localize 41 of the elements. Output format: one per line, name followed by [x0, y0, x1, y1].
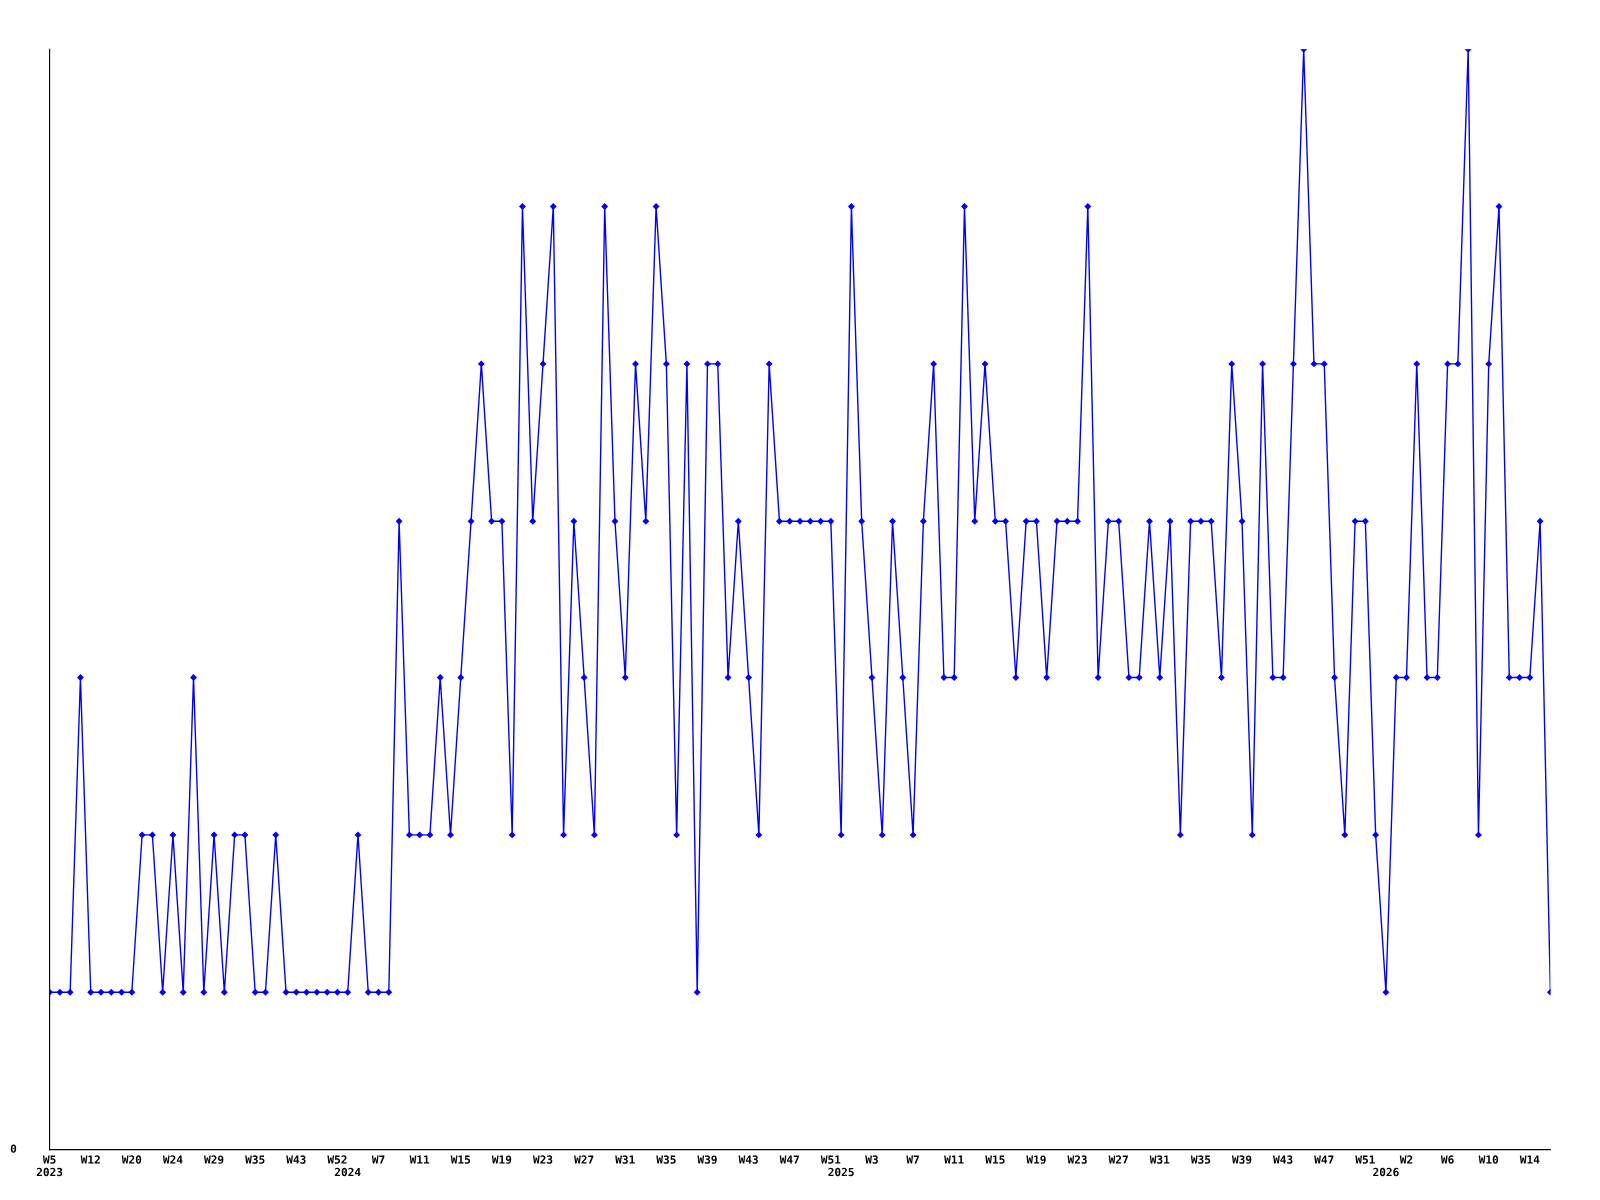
x-tick-label: W47: [1314, 1155, 1334, 1164]
x-tick-label: W2: [1399, 1155, 1413, 1164]
x-tick-label: W11: [409, 1155, 430, 1164]
x-tick-label: W29: [204, 1155, 224, 1164]
x-tick-label: W51: [1355, 1155, 1375, 1164]
x-tick-label: W35: [1190, 1155, 1211, 1164]
x-tick-label: W39: [697, 1155, 717, 1164]
x-tick-label: W35: [245, 1155, 265, 1164]
x-tick-label: W43: [738, 1155, 758, 1164]
x-tick-label: W27: [574, 1155, 594, 1164]
x-tick-label: W51: [820, 1155, 841, 1164]
x-tick-label: W24: [162, 1155, 183, 1164]
x-tick-label: W3: [865, 1155, 878, 1164]
x-tick-label: 2024: [334, 1167, 361, 1177]
x-tick-label: W39: [1231, 1155, 1252, 1164]
x-tick-label: W35: [656, 1155, 676, 1164]
x-tick-label: W20: [121, 1155, 142, 1164]
x-tick-label: W47: [779, 1155, 799, 1164]
x-tick-label: W11: [944, 1155, 964, 1164]
x-tick-label: W5 2023: [36, 1155, 63, 1177]
x-tick-label: W15: [450, 1155, 471, 1164]
x-tick-label: W31: [1149, 1155, 1170, 1164]
x-tick-label: W52: [327, 1155, 347, 1164]
x-tick-label: 2025: [828, 1167, 854, 1177]
x-tick-label: W15: [985, 1155, 1005, 1164]
x-tick-label: W6: [1440, 1155, 1454, 1164]
x-tick-label: W27: [1108, 1155, 1128, 1164]
x-tick-label: W7: [906, 1155, 919, 1164]
x-tick-label: W23: [532, 1155, 553, 1164]
x-tick-label: W43: [1273, 1155, 1293, 1164]
x-tick-label: W10: [1478, 1155, 1499, 1164]
x-tick-label: W12: [80, 1155, 100, 1164]
text: 0: [10, 1144, 17, 1153]
x-tick-label: W31: [615, 1155, 635, 1164]
x-tick-label: W23: [1067, 1155, 1087, 1164]
x-tick-label: W19: [491, 1155, 512, 1164]
x-tick-label: W19: [1026, 1155, 1046, 1164]
x-tick-label: 2026: [1373, 1167, 1399, 1177]
x-tick-label: W14: [1519, 1155, 1540, 1164]
x-tick-label: W7: [371, 1155, 385, 1164]
x-tick-label: W43: [286, 1155, 306, 1164]
